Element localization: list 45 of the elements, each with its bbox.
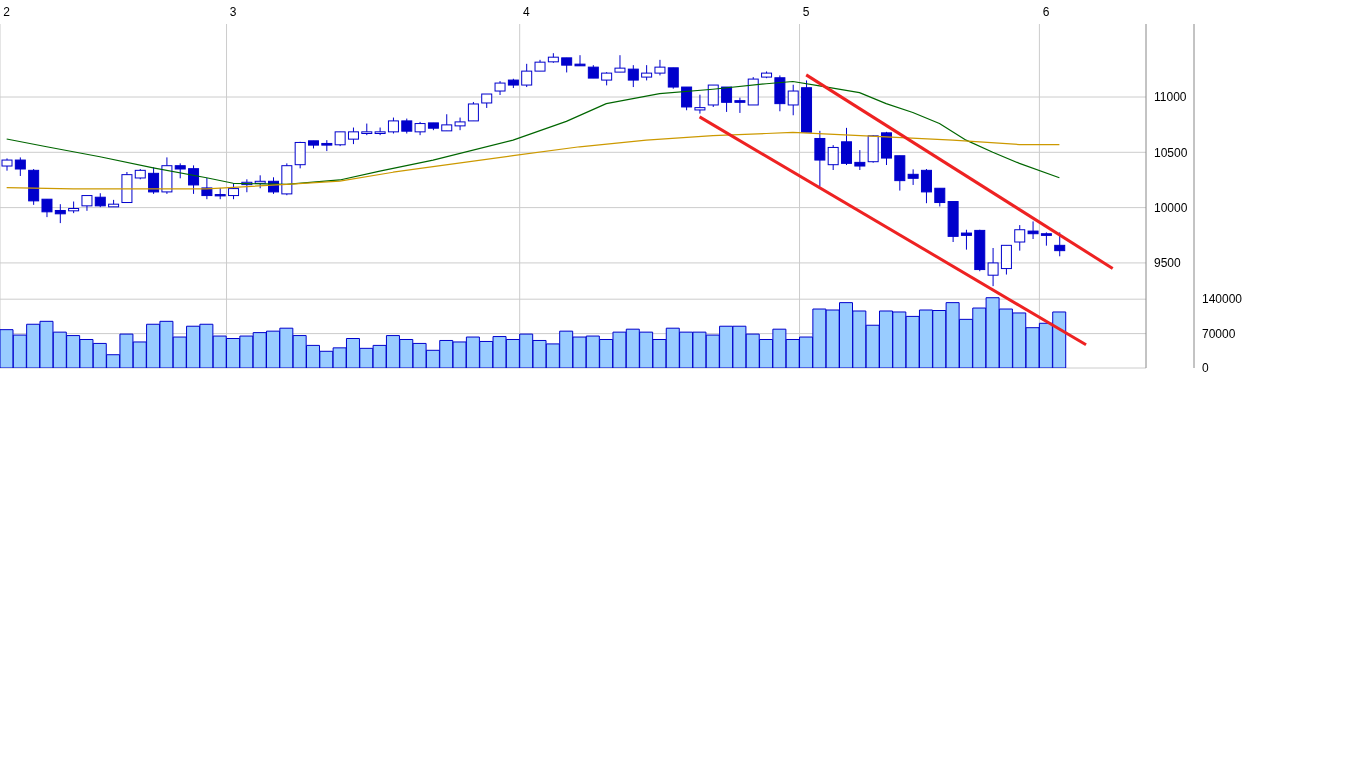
- candlestick: [960, 229, 972, 251]
- candlestick: [54, 203, 66, 224]
- candlestick: [787, 84, 799, 116]
- y2-tick-label: 0: [1202, 361, 1209, 376]
- candlestick: [667, 67, 679, 90]
- candlestick: [841, 127, 853, 166]
- candlestick: [681, 86, 693, 111]
- y-tick-label: 10000: [1154, 200, 1188, 215]
- candlestick: [454, 117, 466, 131]
- candlestick: [148, 166, 160, 195]
- y2-tick-label: 140000: [1202, 292, 1243, 307]
- y-tick-label: 11000: [1154, 90, 1187, 105]
- candlestick: [987, 247, 999, 287]
- x-tick-label: 6: [1042, 5, 1050, 19]
- candlestick: [721, 86, 733, 113]
- candlestick: [827, 144, 839, 171]
- candlestick: [854, 149, 866, 171]
- candlestick: [814, 130, 826, 188]
- candlestick: [907, 168, 919, 186]
- candlestick: [920, 168, 932, 204]
- candlestick: [374, 127, 386, 136]
- candlestick: [14, 156, 26, 177]
- line-series: [6, 80, 1060, 185]
- candlestick: [627, 64, 639, 88]
- y-tick-label: 9500: [1154, 256, 1182, 271]
- candlestick: [1027, 220, 1039, 240]
- candlestick: [294, 141, 306, 169]
- candlestick: [734, 97, 746, 114]
- candlestick: [934, 187, 946, 208]
- candlestick: [1054, 231, 1066, 257]
- x-tick-label: 2: [3, 5, 11, 19]
- candlestick: [707, 84, 719, 108]
- y-tick-label: 10500: [1154, 145, 1188, 160]
- candlestick: [694, 94, 706, 115]
- candlestick: [467, 101, 479, 122]
- x-tick-label: 5: [802, 5, 810, 19]
- candlestick: [521, 63, 533, 88]
- candlestick: [1000, 244, 1012, 276]
- candlestick: [614, 54, 626, 73]
- candlestick: [188, 164, 200, 195]
- x-tick-label: 3: [229, 5, 237, 19]
- x-tick-label: 4: [523, 5, 531, 19]
- candlestick: [201, 177, 213, 200]
- y2-tick-label: 70000: [1202, 326, 1236, 341]
- candlestick: [1014, 224, 1026, 252]
